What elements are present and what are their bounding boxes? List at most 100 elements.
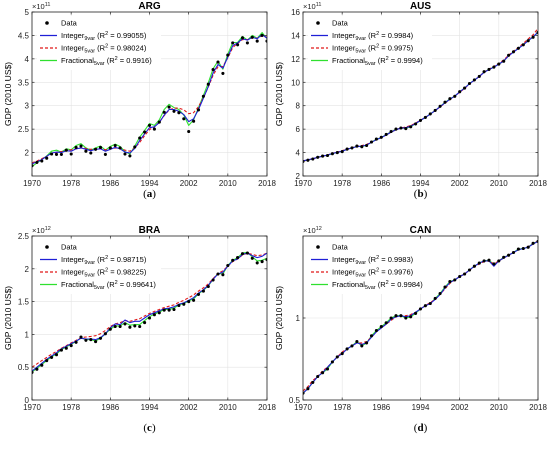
data-point — [64, 148, 68, 152]
data-point — [157, 120, 161, 124]
data-point — [59, 348, 63, 352]
legend-r2-close: ) — [153, 280, 156, 289]
data-point — [345, 347, 349, 351]
data-point — [147, 316, 152, 320]
data-point — [438, 291, 442, 296]
data-point — [384, 321, 388, 325]
legend-series-subscript: 9var — [355, 260, 366, 266]
legend-r2-value: 0.9975 — [388, 44, 411, 53]
legend-entry: Fractional5var (R2 = 0.9994) — [311, 56, 423, 67]
data-point — [330, 360, 334, 364]
legend-label: Integer9var (R2 = 0.9984) — [332, 31, 414, 42]
legend-label: Fractional5var (R2 = 0.9984) — [332, 280, 423, 291]
legend-box — [308, 16, 432, 70]
data-point — [236, 256, 240, 260]
x-tick-label: 1994 — [412, 179, 430, 188]
x-tick-label: 1994 — [412, 403, 430, 412]
legend-r2-exponent: 2 — [105, 255, 108, 261]
data-point — [418, 118, 423, 122]
x-tick-label: 1986 — [101, 179, 119, 188]
legend-box — [37, 240, 161, 294]
x-tick-label: 2010 — [490, 403, 508, 412]
data-point — [467, 268, 472, 272]
y-tick-label: 6 — [296, 125, 301, 134]
data-point — [245, 41, 249, 45]
data-point — [355, 339, 359, 344]
data-point — [423, 115, 427, 119]
data-point — [399, 126, 403, 130]
legend-r2-exponent: 2 — [376, 268, 379, 274]
chart-panel-aus: 1970 1978 1986 1994 2002 2010 2018 2 4 6 8 10 12 14 16… — [274, 1, 547, 200]
data-point — [103, 152, 107, 156]
legend-r2-exponent: 2 — [115, 56, 118, 62]
legend-r2-exponent: 2 — [105, 31, 108, 37]
legend-series-name: Fractional — [332, 280, 365, 289]
data-point — [231, 41, 235, 45]
y-tick-label: 3 — [25, 102, 30, 111]
chart-title: BRA — [139, 225, 161, 236]
data-point — [113, 143, 117, 148]
legend-entry: Fractional5var (R2 = 0.99641) — [40, 280, 156, 291]
data-point — [118, 324, 122, 329]
chart-title: CAN — [410, 225, 432, 236]
data-point — [108, 146, 112, 150]
data-point — [521, 246, 525, 251]
data-point — [172, 109, 176, 113]
data-point — [84, 338, 88, 342]
x-tick-label: 1978 — [62, 179, 80, 188]
data-point — [250, 35, 254, 39]
data-point — [231, 258, 235, 262]
legend-r2-equals: = — [379, 268, 388, 277]
data-point — [35, 367, 39, 371]
legend-series-name: Integer — [61, 268, 85, 277]
data-point — [138, 324, 142, 329]
data-point — [133, 324, 137, 328]
data-point — [108, 327, 112, 331]
data-point — [196, 108, 201, 112]
data-point — [211, 278, 215, 282]
legend-series-name: Fractional — [332, 56, 365, 65]
data-point — [404, 127, 408, 131]
legend-series-name: Data — [332, 243, 349, 252]
legend-r2-equals: = — [118, 280, 127, 289]
data-point — [360, 145, 364, 149]
series-group — [32, 251, 267, 374]
data-point — [311, 157, 315, 161]
data-point — [502, 59, 506, 63]
data-point — [162, 308, 166, 312]
data-point — [45, 359, 49, 363]
data-point — [477, 261, 481, 265]
chart-title: ARG — [138, 1, 160, 12]
data-point — [221, 71, 225, 75]
data-point — [98, 145, 103, 149]
data-point — [511, 50, 516, 54]
chart-panel-bra: 1970 1978 1986 1994 2002 2010 2018 0 0.5 1 1.5 2 2.5… — [3, 225, 276, 434]
y-tick-label: 0 — [25, 396, 30, 405]
data-point — [177, 111, 181, 115]
legend-series-subscript: 5var — [365, 61, 376, 67]
legend-entry: Integer9var (R2 = 0.99055) — [40, 31, 147, 42]
legend-r2-value: 0.9994 — [397, 56, 420, 65]
series-group — [303, 239, 538, 395]
data-point — [94, 340, 98, 344]
data-point — [177, 303, 181, 308]
panel-caption-open: ( — [143, 188, 147, 200]
legend-r2-equals: = — [389, 56, 398, 65]
y-tick-label: 2 — [25, 149, 30, 158]
legend-r2-equals: = — [108, 44, 117, 53]
legend-r2-value: 0.98225 — [117, 268, 144, 277]
data-point — [143, 130, 147, 134]
data-point — [206, 284, 210, 289]
data-point — [113, 324, 117, 329]
y-tick-label: 2 — [296, 172, 301, 181]
data-point — [502, 255, 506, 259]
data-point — [428, 301, 432, 306]
legend-entry: Data — [316, 19, 349, 28]
panel-caption: (b) — [414, 188, 428, 200]
data-point — [433, 108, 437, 112]
x-tick-label: 1970 — [23, 179, 41, 188]
legend-marker-dot — [45, 245, 49, 249]
legend-series-name: Fractional — [61, 280, 94, 289]
y-tick-label: 10 — [291, 78, 300, 87]
data-point — [335, 355, 339, 359]
